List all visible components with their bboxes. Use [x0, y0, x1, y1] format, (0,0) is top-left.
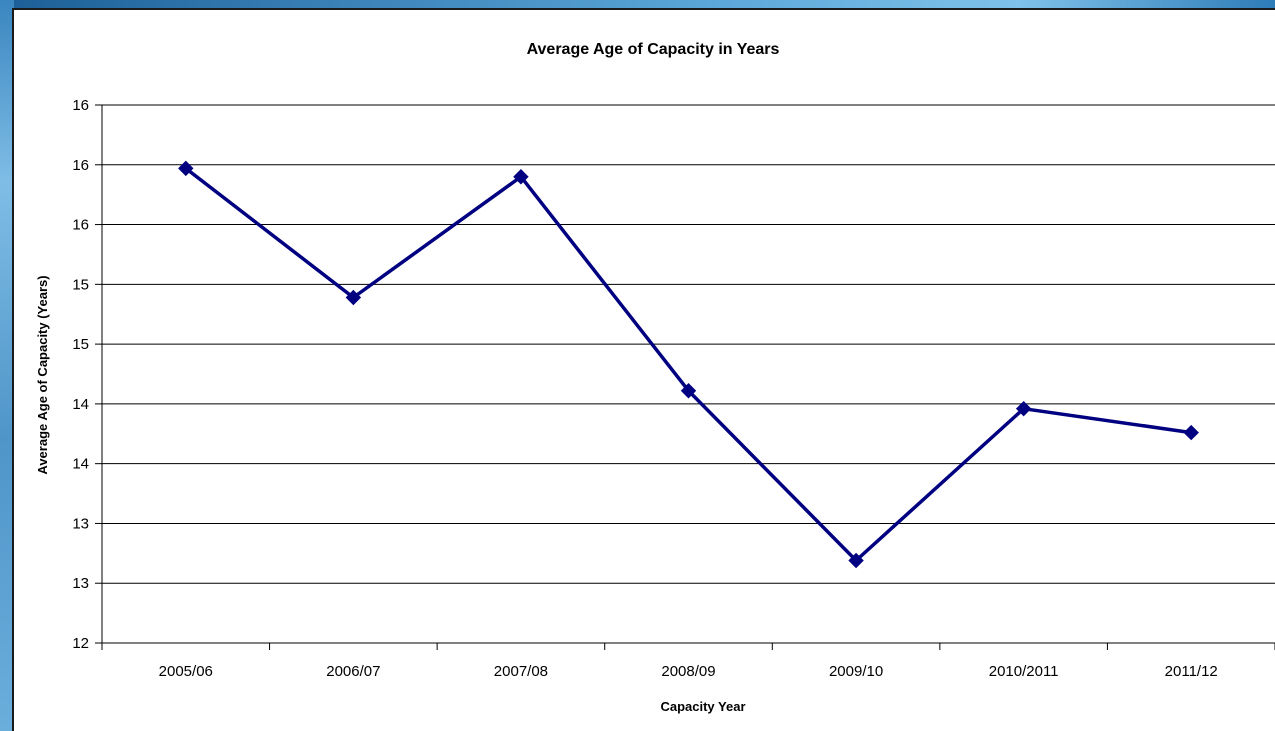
y-tick-label: 16 — [72, 157, 89, 174]
frame-left-band — [0, 0, 14, 731]
x-tick-label: 2010/2011 — [989, 663, 1059, 680]
x-tick-label: 2005/06 — [159, 663, 213, 680]
x-tick-label: 2008/09 — [661, 663, 715, 680]
chart-area: Average Age of Capacity in Years 12 13 13 1… — [12, 8, 1275, 731]
y-tick-label: 12 — [72, 635, 89, 652]
x-axis-title: Capacity Year — [660, 699, 745, 714]
y-tick-label: 16 — [72, 217, 89, 234]
series-group — [178, 160, 1199, 569]
x-tick-labels: 2005/06 2006/07 2007/08 2008/09 2009/10 2010/… — [159, 663, 1218, 680]
y-axis-title: Average Age of Capacity (Years) — [35, 275, 50, 474]
data-point — [848, 552, 864, 569]
x-tick-label: 2006/07 — [326, 663, 380, 680]
y-tick-labels: 12 13 13 14 14 15 15 16 16 16 — [72, 97, 89, 652]
data-point — [513, 169, 529, 185]
line-chart: Average Age of Capacity in Years 1213131… — [35, 41, 1275, 714]
data-point — [178, 160, 194, 177]
data-point — [345, 289, 362, 306]
data-point — [1183, 424, 1199, 441]
series-line — [184, 166, 1192, 563]
y-tick-label: 15 — [72, 336, 89, 353]
gridlines — [102, 104, 1275, 584]
frame-top-band — [0, 0, 1275, 10]
y-tick-label: 14 — [72, 456, 89, 473]
y-tick-label: 14 — [72, 396, 89, 413]
y-tick-label: 16 — [72, 97, 89, 114]
chart-title: Average Age of Capacity in Years — [527, 41, 780, 58]
x-tick-label: 2011/12 — [1165, 663, 1218, 680]
y-tick-label: 15 — [72, 276, 89, 293]
data-point — [1015, 400, 1032, 417]
data-point — [680, 383, 697, 399]
y-tick-label: 13 — [72, 515, 89, 532]
axes — [95, 104, 1275, 650]
x-tick-label: 2009/10 — [829, 663, 883, 680]
y-tick-label: 13 — [72, 575, 89, 592]
x-tick-label: 2007/08 — [494, 663, 548, 680]
